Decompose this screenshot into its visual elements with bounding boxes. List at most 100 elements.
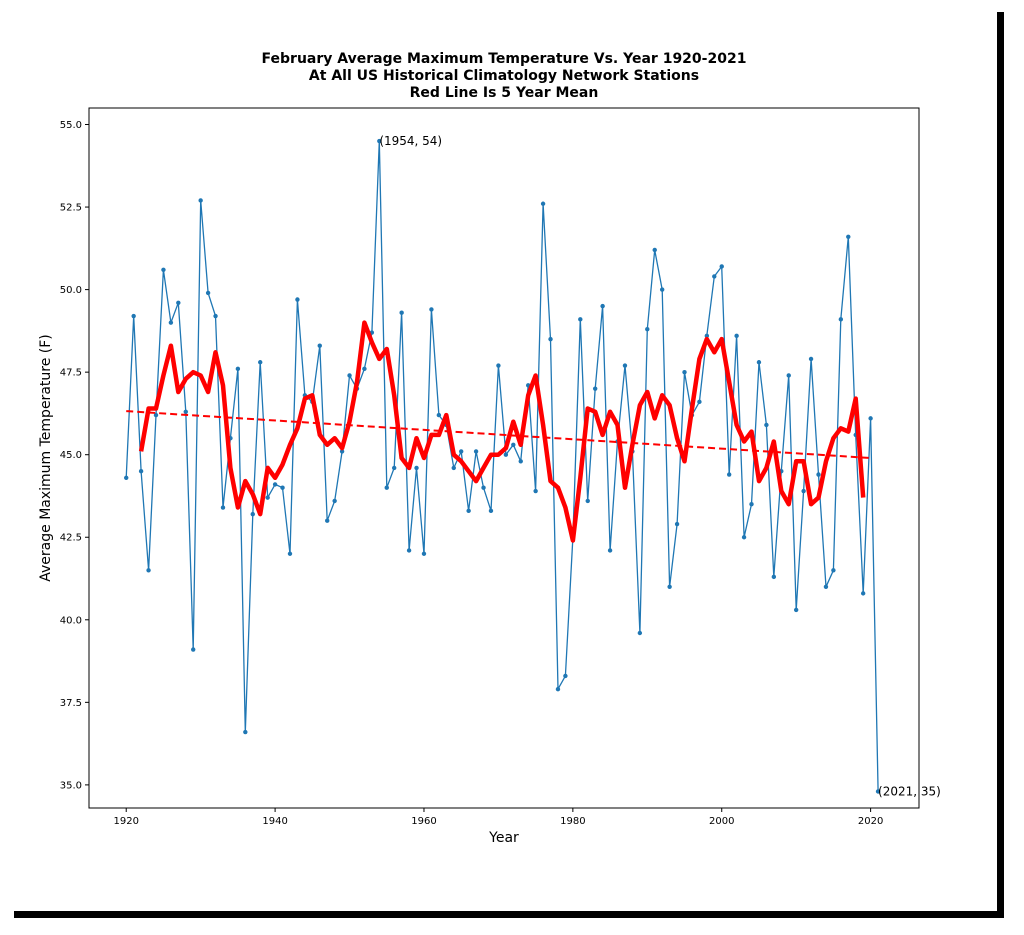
- annual-point: [347, 373, 352, 378]
- annual-point: [764, 422, 769, 428]
- trend-line: [126, 410, 871, 459]
- x-tick-label: 2020: [858, 816, 883, 827]
- annual-point: [295, 297, 300, 302]
- annual-point: [756, 360, 762, 365]
- annual-point: [473, 449, 479, 454]
- annual-point: [563, 673, 568, 679]
- y-axis-ticks: 35.0 37.5 40.0 42.5 45.0 47.5 50.0 52.5 55.0: [60, 120, 89, 791]
- annual-point: [392, 465, 397, 471]
- y-axis-label: Average Maximum Temperature (F): [38, 334, 54, 581]
- annual-point: [816, 472, 821, 477]
- annual-point: [704, 333, 710, 339]
- annual-point: [191, 647, 196, 652]
- annual-point: [712, 274, 717, 279]
- x-axis-ticks: 1920 1940 1960 1980 2000 2020: [113, 808, 883, 827]
- chart-title-line-1: February Average Maximum Temperature Vs.…: [262, 51, 747, 67]
- annual-point: [592, 386, 598, 391]
- annual-point: [652, 247, 657, 253]
- annual-point: [741, 535, 747, 540]
- annual-point: [220, 505, 226, 510]
- plot-area: [88, 107, 920, 809]
- annual-point: [667, 584, 672, 589]
- annual-point: [622, 363, 628, 368]
- annual-point: [578, 317, 583, 322]
- annual-point: [659, 287, 665, 292]
- y-tick-label: 47.5: [60, 368, 82, 379]
- annual-series-line: [125, 140, 879, 792]
- x-tick-label: 1960: [411, 816, 436, 827]
- annual-point: [682, 369, 687, 375]
- annual-point: [726, 472, 732, 477]
- annual-point: [793, 607, 799, 613]
- annual-point: [339, 449, 345, 454]
- annual-point: [198, 198, 203, 203]
- annual-point: [518, 459, 523, 464]
- annual-point: [124, 475, 129, 481]
- annual-point: [406, 548, 412, 553]
- annual-point: [332, 498, 337, 504]
- annual-point: [585, 498, 590, 504]
- y-tick-label: 42.5: [60, 533, 82, 544]
- y-tick-label: 50.0: [60, 285, 82, 296]
- annual-point: [436, 412, 442, 418]
- annual-point: [548, 336, 553, 342]
- annual-point: [317, 343, 322, 348]
- annual-point: [183, 409, 188, 414]
- annual-point: [488, 508, 494, 514]
- annual-point: [161, 267, 166, 272]
- annual-point: [607, 548, 613, 553]
- annual-point: [429, 307, 434, 312]
- annual-point: [637, 630, 643, 636]
- annual-point: [414, 465, 419, 471]
- annual-point: [258, 360, 263, 365]
- annual-point: [697, 399, 702, 405]
- x-tick-label: 1980: [560, 816, 585, 827]
- annual-point: [168, 320, 174, 325]
- annual-point: [250, 511, 255, 517]
- annual-point: [511, 442, 516, 447]
- y-tick-label: 35.0: [60, 780, 82, 791]
- chart-title-line-3: Red Line Is 5 Year Mean: [410, 85, 599, 101]
- y-tick-label: 40.0: [60, 615, 82, 626]
- annual-point: [846, 234, 851, 239]
- annual-point: [153, 412, 159, 418]
- annual-point: [503, 452, 509, 457]
- y-tick-label: 55.0: [60, 120, 82, 131]
- annual-point: [243, 729, 248, 735]
- annual-point: [138, 469, 144, 474]
- annual-point: [235, 366, 241, 372]
- annual-point: [786, 373, 791, 378]
- annotations: (1954, 54) (2021, 35): [379, 134, 941, 798]
- x-tick-label: 1940: [262, 816, 287, 827]
- annual-point: [377, 138, 382, 144]
- annual-point: [771, 574, 777, 580]
- annual-point: [860, 591, 866, 596]
- annual-point: [540, 201, 546, 206]
- plot-layer: [124, 138, 881, 794]
- annual-point: [645, 327, 650, 332]
- annual-point: [451, 465, 456, 471]
- y-tick-label: 37.5: [60, 698, 82, 709]
- five-year-mean-line: [138, 320, 866, 543]
- x-axis-label: Year: [488, 830, 519, 846]
- annotation-label: (2021, 35): [878, 784, 941, 798]
- annual-point: [831, 568, 836, 573]
- annual-point: [362, 366, 367, 372]
- annual-point: [131, 313, 136, 319]
- annual-point: [808, 356, 814, 362]
- frame-shadow-right: [997, 12, 1004, 918]
- x-tick-label: 1920: [113, 816, 138, 827]
- annual-point: [749, 502, 754, 507]
- frame-shadow-bottom: [14, 911, 1004, 918]
- annual-point: [280, 485, 285, 490]
- annual-point: [823, 584, 829, 589]
- y-tick-label: 45.0: [60, 450, 82, 461]
- annual-point: [555, 686, 561, 692]
- annual-point: [719, 264, 724, 269]
- annual-point: [734, 333, 739, 339]
- annual-point: [868, 416, 873, 421]
- annual-point: [265, 495, 270, 500]
- annual-point: [205, 290, 211, 296]
- annual-point: [600, 303, 605, 309]
